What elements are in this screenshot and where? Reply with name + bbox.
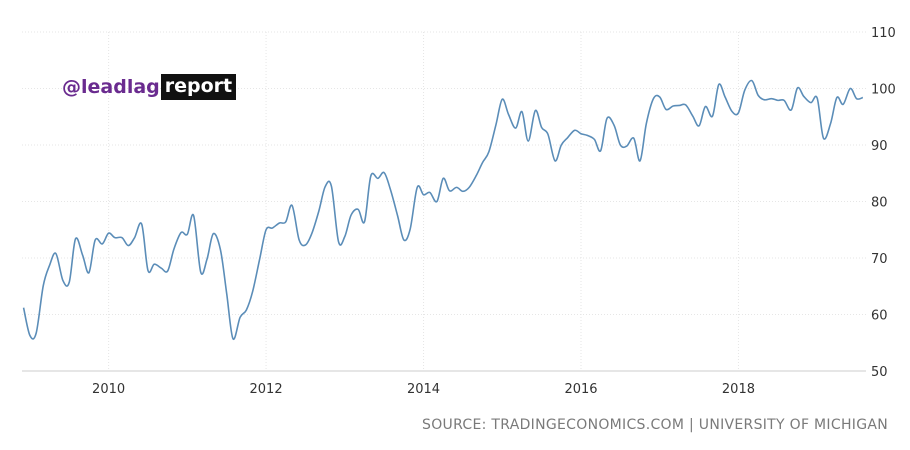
- x-tick-label: 2010: [92, 382, 125, 397]
- series-line: [22, 79, 864, 341]
- y-tick-label: 50: [871, 365, 888, 380]
- y-tick-label: 80: [871, 196, 888, 211]
- source-credit: SOURCE: TRADINGECONOMICS.COM | UNIVERSIT…: [422, 417, 888, 433]
- watermark-word: report: [160, 74, 237, 100]
- y-tick-label: 100: [871, 83, 896, 98]
- y-tick-label: 90: [871, 139, 888, 154]
- y-tick-label: 110: [871, 26, 896, 41]
- watermark-handle: @leadlag: [62, 76, 160, 98]
- y-tick-label: 60: [871, 309, 888, 324]
- x-tick-label: 2014: [407, 382, 440, 397]
- watermark-logo: @leadlag report: [62, 74, 237, 100]
- y-tick-label: 70: [871, 252, 888, 267]
- x-axis-ticks: 2010 2012 2014 2016 2018: [92, 382, 755, 397]
- gridlines: [22, 31, 866, 371]
- y-axis-ticks: 50 60 70 80 90 100 110: [871, 26, 896, 380]
- x-tick-label: 2012: [250, 382, 283, 397]
- x-tick-label: 2016: [564, 382, 597, 397]
- x-tick-label: 2018: [722, 382, 755, 397]
